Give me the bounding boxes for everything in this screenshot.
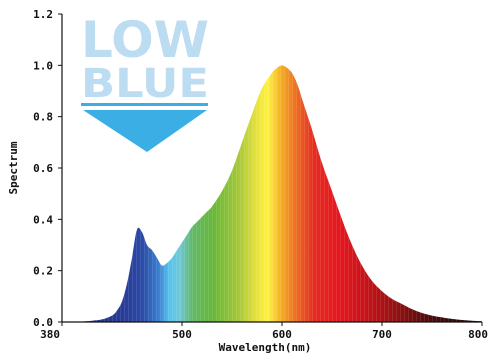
y-axis-title: Spectrum	[7, 141, 20, 194]
low-blue-logo: LOW BLUE	[81, 11, 209, 152]
x-tick-label: 700	[372, 328, 392, 341]
y-tick-label: 0.2	[33, 265, 53, 278]
y-tick-label: 0.8	[33, 111, 53, 124]
y-tick-label: 1.0	[33, 59, 53, 72]
logo-text-blue: BLUE	[81, 61, 209, 107]
x-axis-ticks: 380 500 600 700 800	[40, 322, 488, 341]
y-tick-label: 0.0	[33, 316, 53, 329]
x-axis-title: Wavelength(nm)	[219, 341, 312, 354]
y-tick-label: 0.4	[33, 213, 53, 226]
x-tick-label: 600	[272, 328, 292, 341]
y-tick-label: 1.2	[33, 8, 53, 21]
logo-text-low: LOW	[81, 11, 209, 69]
y-tick-label: 0.6	[33, 162, 53, 175]
logo-underline-bar	[81, 103, 208, 106]
x-tick-label: 500	[172, 328, 192, 341]
spectrum-stripes	[62, 65, 482, 322]
x-tick-label: 800	[468, 328, 488, 341]
x-tick-label: 380	[40, 328, 60, 341]
y-axis-ticks: 0.0 0.2 0.4 0.6 0.8 1.0 1.2	[33, 8, 62, 329]
logo-down-triangle-icon	[83, 110, 207, 152]
